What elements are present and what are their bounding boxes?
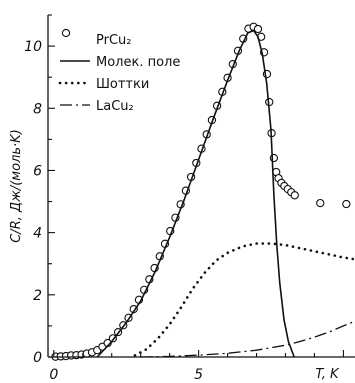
data-point	[316, 198, 325, 208]
series-line-dotted	[133, 242, 355, 357]
legend: PrCu₂ Молек. поле Шоттки LaCu₂	[58, 28, 180, 114]
legend-symbol	[61, 28, 71, 38]
data-point	[290, 191, 299, 200]
y-axis-label: C/R, Дж/(моль·K)	[9, 129, 24, 243]
legend-label: Шоттки	[96, 77, 149, 92]
x-tick-label: 0	[49, 367, 58, 383]
y-tick-label: 6	[33, 163, 42, 179]
legend-label: PrCu₂	[96, 33, 131, 48]
y-tick-label: 8	[33, 101, 42, 117]
x-axis-label: T, K	[315, 367, 340, 382]
y-tick-label: 10	[24, 39, 42, 55]
series-prcu2-points	[51, 22, 351, 361]
series-layer	[51, 22, 355, 361]
y-tick-label: 2	[33, 288, 42, 304]
x-tick-label: 5	[194, 367, 203, 383]
legend-label: LaCu₂	[96, 99, 134, 114]
series-line-dash-dot	[140, 320, 355, 358]
y-tick-label: 4	[33, 226, 42, 242]
series-line-solid	[96, 29, 295, 358]
legend-label: Молек. поле	[96, 55, 180, 70]
data-point	[342, 199, 351, 209]
data-point	[253, 24, 263, 34]
axes: 0 2 4 6 8 10 0 5 T, K C/R, Дж/(моль·K)	[9, 14, 355, 383]
y-tick-label: 0	[33, 350, 42, 366]
